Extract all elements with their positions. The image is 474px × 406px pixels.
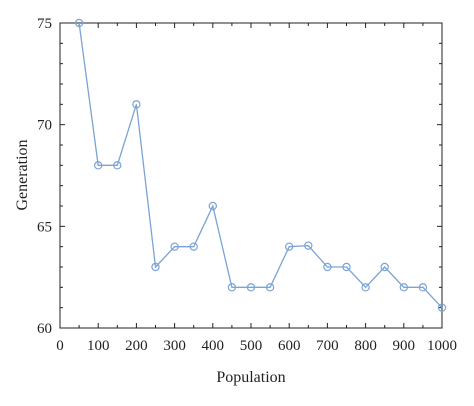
data-point bbox=[399, 283, 408, 292]
y-tick-label: 75 bbox=[37, 16, 52, 32]
x-tick-label: 1000 bbox=[427, 338, 457, 354]
data-point bbox=[285, 242, 294, 251]
series-layer bbox=[74, 18, 447, 312]
data-point bbox=[323, 262, 332, 272]
data-point bbox=[74, 18, 84, 28]
x-tick-label: 200 bbox=[125, 338, 148, 354]
data-point bbox=[418, 283, 428, 292]
x-tick-label: 400 bbox=[202, 338, 225, 354]
data-point bbox=[151, 262, 160, 272]
data-point bbox=[304, 241, 313, 250]
x-tick-labels: 0 100 200 300 400 500 600 700 800 900 1000 bbox=[56, 338, 457, 354]
data-point bbox=[208, 201, 217, 211]
axis-ticks bbox=[59, 22, 443, 329]
data-point bbox=[170, 242, 179, 251]
y-tick-label: 60 bbox=[37, 321, 52, 337]
data-point bbox=[380, 262, 389, 272]
y-tick-label: 70 bbox=[37, 118, 52, 134]
x-tick-label: 600 bbox=[278, 338, 301, 354]
x-tick-label: 500 bbox=[240, 338, 263, 354]
x-tick-label: 900 bbox=[393, 338, 416, 354]
data-point bbox=[227, 283, 237, 292]
y-axis-label: Generation bbox=[14, 139, 31, 210]
series-line bbox=[78, 22, 443, 309]
data-point bbox=[265, 283, 275, 292]
data-point bbox=[93, 161, 103, 170]
plot-frame bbox=[59, 22, 443, 329]
data-point bbox=[342, 262, 351, 272]
y-tick-labels: 60 65 70 75 bbox=[37, 16, 52, 337]
data-point bbox=[246, 283, 256, 292]
y-tick-label: 65 bbox=[37, 219, 52, 235]
data-point bbox=[189, 242, 198, 251]
x-tick-label: 100 bbox=[87, 338, 110, 354]
data-point bbox=[132, 100, 141, 109]
data-point bbox=[437, 303, 447, 312]
data-point bbox=[361, 283, 370, 292]
data-point bbox=[113, 161, 122, 170]
x-tick-label: 800 bbox=[354, 338, 377, 354]
x-tick-label: 300 bbox=[163, 338, 186, 354]
x-tick-label: 700 bbox=[316, 338, 339, 354]
x-axis-label: Population bbox=[216, 369, 285, 386]
x-tick-label: 0 bbox=[56, 338, 64, 354]
